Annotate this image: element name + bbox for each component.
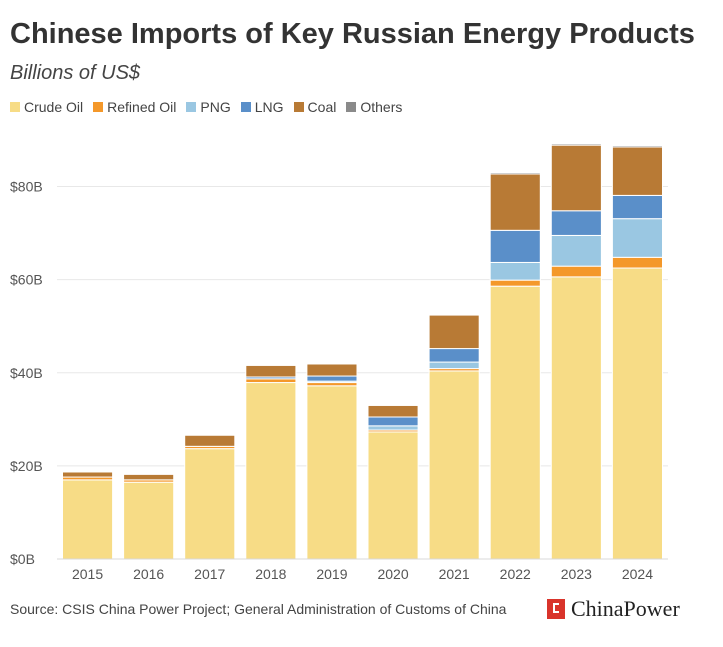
bar-coal-2024 xyxy=(611,146,664,196)
bar-others-2016 xyxy=(123,472,175,475)
x-tick-label: 2016 xyxy=(133,566,164,582)
bar-lng-2023 xyxy=(550,210,602,236)
bar-crude-oil-2017 xyxy=(184,448,236,560)
bar-crude-oil-2024 xyxy=(611,267,664,560)
x-tick-label: 2015 xyxy=(72,566,103,582)
bar-coal-2017 xyxy=(184,434,236,447)
x-tick-label: 2017 xyxy=(194,566,225,582)
legend-item-crude-oil: Crude Oil xyxy=(10,99,83,115)
bar-lng-2019 xyxy=(306,375,358,382)
x-tick-label: 2024 xyxy=(622,566,653,582)
bar-coal-2019 xyxy=(306,363,358,377)
bar-crude-oil-2021 xyxy=(428,370,480,560)
chart-title: Chinese Imports of Key Russian Energy Pr… xyxy=(10,18,695,50)
bar-coal-2023 xyxy=(550,144,602,212)
legend-label: Coal xyxy=(307,99,337,115)
legend-swatch xyxy=(240,102,251,112)
x-tick-label: 2022 xyxy=(500,566,531,582)
y-tick-label: $20B xyxy=(10,458,43,474)
legend-item-png: PNG xyxy=(186,99,231,115)
x-tick-label: 2021 xyxy=(439,566,470,582)
bar-png-2021 xyxy=(428,361,480,370)
y-tick-label: $0B xyxy=(10,551,35,567)
bar-lng-2022 xyxy=(489,229,541,263)
bar-lng-2021 xyxy=(428,348,480,363)
bar-refined-oil-2023 xyxy=(550,265,602,278)
bar-refined-oil-2022 xyxy=(489,279,541,287)
legend-label: LNG xyxy=(254,99,284,115)
legend-label: Others xyxy=(360,99,403,115)
bar-others-2022 xyxy=(489,172,541,175)
bar-coal-2020 xyxy=(367,404,419,418)
legend-swatch xyxy=(293,102,304,112)
chart-subtitle: Billions of US$ xyxy=(10,62,141,84)
y-tick-label: $40B xyxy=(10,365,43,381)
bar-crude-oil-2023 xyxy=(550,276,602,560)
legend-swatch xyxy=(10,102,20,112)
legend-swatch xyxy=(186,102,197,112)
bar-coal-2018 xyxy=(245,364,297,378)
legend-swatch xyxy=(93,102,104,112)
bar-crude-oil-2019 xyxy=(306,385,358,560)
bar-others-2023 xyxy=(550,143,602,146)
bar-refined-oil-2024 xyxy=(611,256,664,269)
bar-crude-oil-2016 xyxy=(123,481,175,560)
y-tick-label: $80B xyxy=(10,179,43,195)
legend-label: PNG xyxy=(200,99,231,115)
bar-refined-oil-2018 xyxy=(245,378,297,384)
brand-name: ChinaPower xyxy=(571,596,680,621)
legend-swatch xyxy=(346,102,357,112)
bar-others-2018 xyxy=(245,363,297,366)
bar-lng-2020 xyxy=(367,416,419,427)
bar-png-2020 xyxy=(367,425,419,431)
brand-logo: ChinaPower xyxy=(547,596,680,622)
bar-crude-oil-2015 xyxy=(61,479,114,560)
x-tick-label: 2023 xyxy=(561,566,592,582)
legend-item-refined-oil: Refined Oil xyxy=(93,99,176,115)
legend-item-others: Others xyxy=(346,99,402,115)
y-tick-label: $60B xyxy=(10,272,43,288)
bar-crude-oil-2018 xyxy=(245,382,297,560)
bar-others-2015 xyxy=(61,470,114,473)
bar-coal-2021 xyxy=(428,314,480,350)
chinapower-logo-icon xyxy=(547,599,565,619)
bar-others-2024 xyxy=(611,145,664,148)
legend-item-lng: LNG xyxy=(240,99,284,115)
bar-coal-2015 xyxy=(61,471,114,478)
legend: Crude Oil Refined Oil PNG LNG Coal Others xyxy=(10,99,402,115)
bar-png-2024 xyxy=(611,218,664,258)
legend-label: Crude Oil xyxy=(24,99,84,115)
bar-others-2019 xyxy=(306,362,358,365)
stacked-bar-chart: $0B $20B $40B $60B $80B 2015 2016 2017 2018 2019 2… xyxy=(10,143,668,582)
x-tick-label: 2020 xyxy=(377,566,408,582)
bar-png-2022 xyxy=(489,261,541,281)
bar-coal-2022 xyxy=(489,173,541,231)
bar-others-2020 xyxy=(367,403,419,406)
legend-label: Refined Oil xyxy=(107,99,177,115)
bar-png-2023 xyxy=(550,234,602,267)
bar-lng-2024 xyxy=(611,194,664,220)
legend-item-coal: Coal xyxy=(293,99,337,115)
x-tick-label: 2019 xyxy=(316,566,347,582)
source-note: Source: CSIS China Power Project; Genera… xyxy=(10,601,507,617)
bar-others-2017 xyxy=(184,433,236,436)
bar-crude-oil-2020 xyxy=(367,431,419,560)
bar-coal-2016 xyxy=(123,473,175,481)
x-tick-label: 2018 xyxy=(255,566,286,582)
bar-others-2021 xyxy=(428,313,480,316)
bar-crude-oil-2022 xyxy=(489,285,541,560)
